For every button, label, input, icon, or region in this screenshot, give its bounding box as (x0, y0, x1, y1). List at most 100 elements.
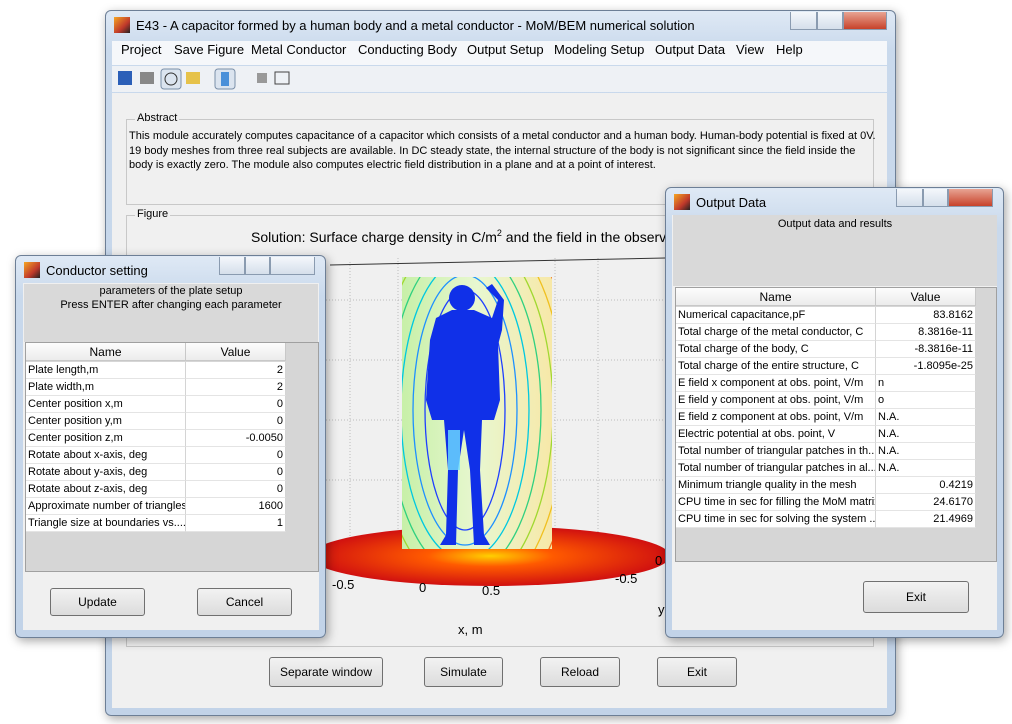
header-text: Press ENTER after changing each paramete… (60, 299, 282, 311)
row-value[interactable]: 0 (186, 481, 286, 498)
axis-box (329, 257, 666, 266)
legend-icon[interactable] (257, 73, 267, 83)
grid-icon[interactable] (274, 71, 290, 85)
column-header: Value (186, 343, 286, 361)
row-name: Rotate about z-axis, deg (26, 481, 186, 498)
header-panel (24, 284, 318, 342)
row-name: Triangle size at boundaries vs.... (26, 515, 186, 532)
maximize-button[interactable] (817, 12, 843, 30)
close-button[interactable] (948, 189, 993, 207)
minimize-button[interactable] (896, 189, 923, 207)
menu-item[interactable]: Help (776, 42, 803, 57)
row-value[interactable]: 1 (186, 515, 286, 532)
row-value[interactable]: N.A. (876, 426, 976, 443)
row-name: E field y component at obs. point, V/m (676, 392, 876, 409)
y-tick-label: 0 (655, 553, 662, 568)
row-name: Center position z,m (26, 430, 186, 447)
row-name: Numerical capacitance,pF (676, 307, 876, 324)
button[interactable]: Cancel (197, 588, 292, 616)
row-value[interactable]: 0 (186, 464, 286, 481)
minimize-button[interactable] (219, 257, 245, 275)
column-header: Name (676, 288, 876, 306)
row-value[interactable]: -0.0050 (186, 430, 286, 447)
row-name: Minimum triangle quality in the mesh (676, 477, 876, 494)
body-highlight (448, 430, 460, 470)
print-icon[interactable] (140, 72, 154, 84)
row-name: CPU time in sec for solving the system .… (676, 511, 876, 528)
row-name: Total number of triangular patches in th… (676, 443, 876, 460)
toolbar-icons (118, 68, 290, 90)
close-button[interactable] (843, 12, 887, 30)
row-value[interactable]: 83.8162 (876, 307, 976, 324)
header-panel (673, 215, 997, 286)
y-tick-label: -0.5 (615, 571, 637, 586)
row-value[interactable]: 0.4219 (876, 477, 976, 494)
maximize-button[interactable] (245, 257, 270, 275)
window-title: Output Data (696, 195, 767, 210)
menu-item[interactable]: Output Data (655, 42, 726, 57)
title-superscript: 2 (497, 228, 502, 238)
menu-item[interactable]: Output Setup (467, 42, 544, 57)
row-value[interactable]: 8.3816e-11 (876, 324, 976, 341)
row-value[interactable]: -1.8095e-25 (876, 358, 976, 375)
output-window: Output Data Output data and results Name V… (665, 187, 1004, 638)
row-value[interactable]: n (876, 375, 976, 392)
row-value[interactable]: 2 (186, 362, 286, 379)
menu-item[interactable]: View (736, 42, 764, 57)
row-value[interactable]: 0 (186, 447, 286, 464)
menu-item[interactable]: Conducting Body (358, 42, 458, 57)
button[interactable]: Reload (540, 657, 620, 687)
column-header: Name (26, 343, 186, 361)
row-name: Center position x,m (26, 396, 186, 413)
x-tick-label: 0.5 (482, 583, 500, 598)
body-mesh (426, 284, 504, 545)
button[interactable]: Simulate (424, 657, 503, 687)
button[interactable]: Update (50, 588, 145, 616)
menu-item[interactable]: Modeling Setup (554, 42, 645, 57)
button[interactable]: Separate window (269, 657, 383, 687)
close-button[interactable] (270, 257, 315, 275)
row-name: Electric potential at obs. point, V (676, 426, 876, 443)
save-icon[interactable] (118, 71, 132, 85)
abstract-line: 19 body meshes from three real subjects … (129, 144, 856, 157)
row-name: E field x component at obs. point, V/m (676, 375, 876, 392)
rotate-icon[interactable] (160, 68, 182, 90)
row-value[interactable]: 2 (186, 379, 286, 396)
app-icon (674, 194, 690, 210)
conductor-window: Conductor setting parameters of the plat… (15, 255, 326, 638)
row-value[interactable]: 21.4969 (876, 511, 976, 528)
row-value[interactable]: N.A. (876, 460, 976, 477)
plot-title: Solution: Surface charge density in C/m2… (251, 228, 697, 245)
window-title: Conductor setting (46, 263, 148, 278)
menu-item[interactable]: Metal Conductor (251, 42, 347, 57)
column-header: Value (876, 288, 976, 306)
row-name: Rotate about y-axis, deg (26, 464, 186, 481)
window-title: E43 - A capacitor formed by a human body… (136, 18, 695, 33)
button[interactable]: Exit (863, 581, 969, 613)
menu-item[interactable]: Save Figure (174, 42, 245, 57)
row-value[interactable]: 1600 (186, 498, 286, 515)
minimize-button[interactable] (790, 12, 817, 30)
rotate-glyph (164, 72, 178, 86)
menu-item[interactable]: Project (121, 42, 162, 57)
title-main: Solution: Surface charge density in C/m (251, 229, 497, 245)
row-name: CPU time in sec for filling the MoM matr… (676, 494, 876, 511)
datacursor-icon[interactable] (186, 72, 200, 84)
row-value[interactable]: 24.6170 (876, 494, 976, 511)
row-value[interactable]: -8.3816e-11 (876, 341, 976, 358)
row-name: Total number of triangular patches in al… (676, 460, 876, 477)
toolbar (112, 66, 887, 92)
row-value[interactable]: o (876, 392, 976, 409)
abstract-line: This module accurately computes capacita… (129, 130, 876, 142)
maximize-button[interactable] (923, 189, 948, 207)
x-tick-label: 0 (419, 580, 426, 595)
row-value[interactable]: 0 (186, 396, 286, 413)
plot-grid (320, 258, 665, 545)
row-value[interactable]: N.A. (876, 443, 976, 460)
button[interactable]: Exit (657, 657, 737, 687)
row-value[interactable]: N.A. (876, 409, 976, 426)
x-tick-label: -0.5 (332, 577, 354, 592)
menu-bar (112, 41, 887, 65)
row-value[interactable]: 0 (186, 413, 286, 430)
